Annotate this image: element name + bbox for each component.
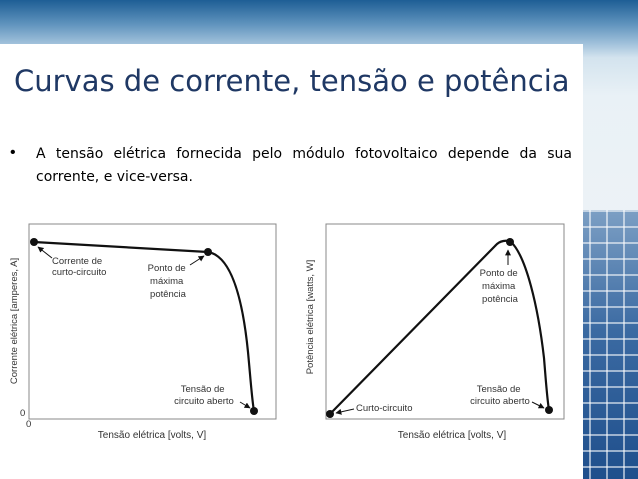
iv-short-circuit-label-line1: Corrente de [52,256,102,267]
iv-xlabel: Tensão elétrica [volts, V] [98,430,207,441]
iv-curve [33,240,256,412]
slide-content-area [0,44,583,479]
pv-open-circuit-label-line2: circuito aberto [470,396,530,407]
pv-curve-panel: Potência elétrica [watts, W] Tensão elét… [305,223,565,441]
slide-title: Curvas de corrente, tensão e potência [14,64,570,98]
pv-max-power-label-line3: potência [482,294,519,305]
iv-short-circuit-label-line2: curto-circuito [52,267,106,278]
pv-max-power-label-line2: máxima [482,281,516,292]
iv-short-circuit-point [30,238,38,246]
pv-max-power-point [506,238,514,246]
iv-short-circuit-arrow [37,246,53,259]
iv-open-circuit-label-line2: circuito aberto [174,396,234,407]
iv-max-power-label-line3: potência [150,289,187,300]
iv-open-circuit-label-line1: Tensão de [181,384,225,395]
pv-max-power-label-line1: Ponto de [480,268,518,279]
iv-max-power-label: Ponto de máxima potência [148,263,189,300]
pv-open-circuit-label: Tensão de circuito aberto [470,384,530,407]
pv-short-circuit-point [326,410,334,418]
iv-max-power-label-line1: Ponto de [148,263,186,274]
pv-max-power-label: Ponto de máxima potência [480,268,521,305]
pv-short-circuit-label: Curto-circuito [356,403,413,414]
iv-pv-curves-diagram: Corrente elétrica [amperes, A] Tensão el… [9,223,565,441]
bullet-text: A tensão elétrica fornecida pelo módulo … [36,146,572,185]
bullet-point-icon: • [10,144,16,161]
iv-max-power-point [204,248,212,256]
pv-open-circuit-point [545,406,553,414]
iv-origin-y: 0 [20,408,25,419]
iv-short-circuit-label: Corrente de curto-circuito [52,256,106,278]
iv-curve-panel: Corrente elétrica [amperes, A] Tensão el… [9,223,277,441]
iv-origin-x: 0 [26,419,31,430]
iv-open-circuit-point [250,407,258,415]
iv-max-power-label-line2: máxima [150,276,184,287]
pv-frame [325,223,565,420]
pv-open-circuit-arrow [531,401,545,409]
iv-open-circuit-label: Tensão de circuito aberto [174,384,234,407]
pv-xlabel: Tensão elétrica [volts, V] [398,430,507,441]
iv-ylabel: Corrente elétrica [amperes, A] [9,258,20,384]
pv-short-circuit-arrow [335,408,355,415]
pv-ylabel: Potência elétrica [watts, W] [305,260,316,375]
iv-max-power-arrow [189,255,205,266]
pv-curve [329,239,551,415]
pv-open-circuit-label-line1: Tensão de [477,384,521,395]
iv-open-circuit-arrow [239,401,251,409]
iv-frame [28,223,277,420]
